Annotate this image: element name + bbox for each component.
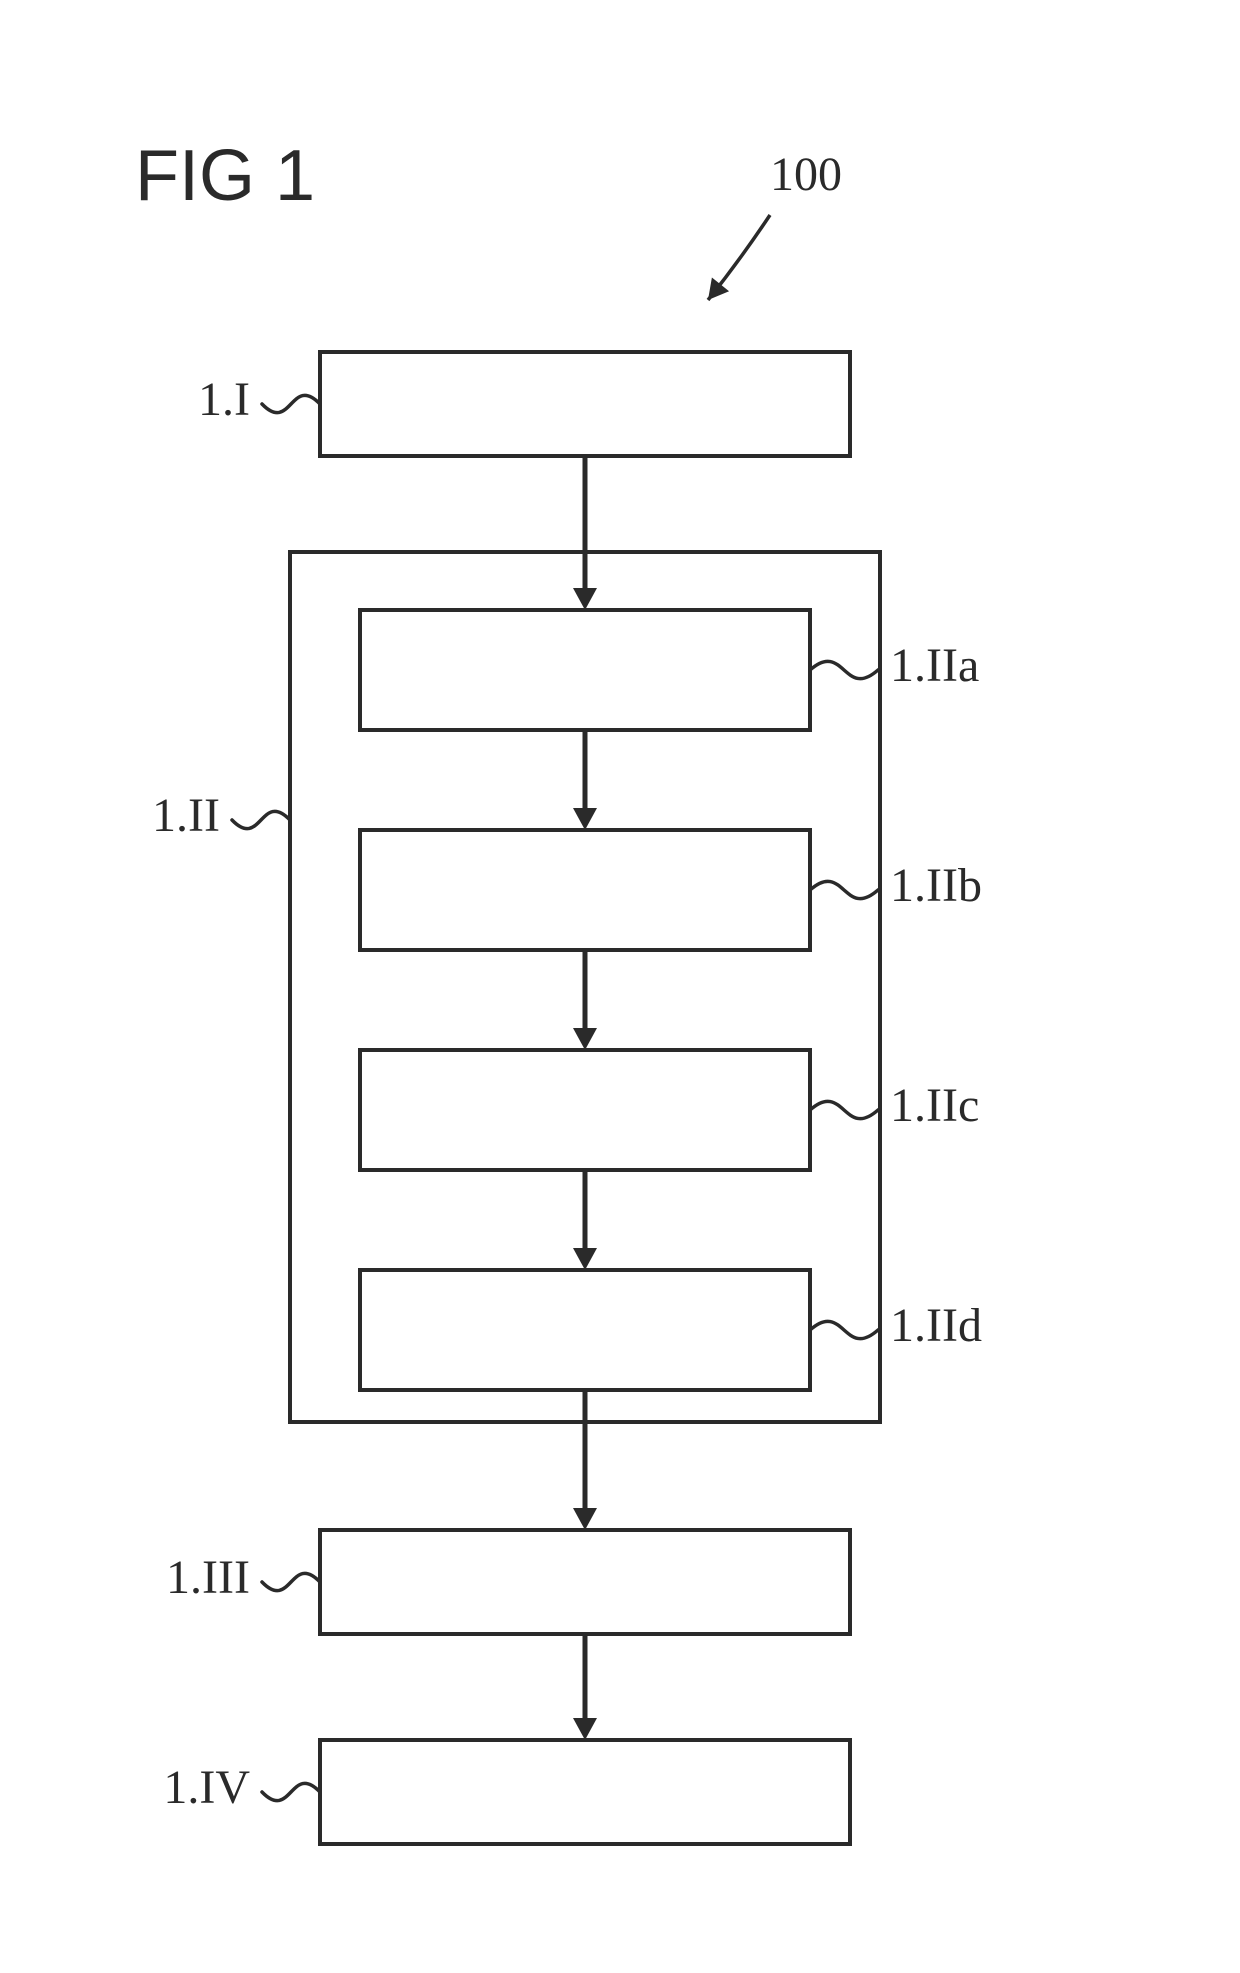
box-label-b2c: 1.IIc [890,1079,979,1132]
figure-title: FIG 1 [135,136,315,216]
label-leader-b1 [262,395,320,412]
flow-box-b2b [360,830,810,950]
label-leader-b3 [262,1573,320,1590]
flow-arrowhead [573,1028,597,1050]
box-label-b2d: 1.IId [890,1299,982,1352]
flowchart-figure: FIG 1 100 1.I 1.II 1.IIa 1.IIb 1.IIc 1.IId 1.III… [0,0,1240,1973]
box-label-b2a: 1.IIa [890,639,979,692]
figure-reference-arrowhead [708,278,729,300]
label-leader-b2b [810,881,878,898]
box-label-b2b: 1.IIb [890,859,982,912]
flow-box-b2c [360,1050,810,1170]
flow-box-b3 [320,1530,850,1634]
box-label-b3: 1.III [166,1551,250,1604]
flow-box-b4 [320,1740,850,1844]
figure-reference-number: 100 [770,148,842,201]
label-leader-b4 [262,1783,320,1800]
label-leader-b2c [810,1101,878,1118]
flow-arrowhead [573,588,597,610]
box-label-b1: 1.I [198,373,250,426]
flow-arrowhead [573,1248,597,1270]
label-leader-grp [232,811,290,828]
flow-box-b2d [360,1270,810,1390]
flow-arrowhead [573,1508,597,1530]
box-label-b4: 1.IV [163,1761,250,1814]
flow-box-b2a [360,610,810,730]
flow-box-b1 [320,352,850,456]
box-label-grp: 1.II [152,789,220,842]
label-leader-b2a [810,661,878,678]
flow-arrowhead [573,808,597,830]
label-leader-b2d [810,1321,878,1338]
flow-arrowhead [573,1718,597,1740]
